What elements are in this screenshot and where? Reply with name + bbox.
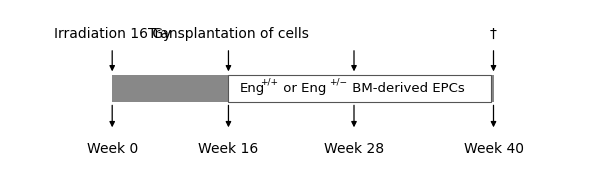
Bar: [112, 75, 493, 102]
Text: BM-derived EPCs: BM-derived EPCs: [348, 82, 465, 95]
Text: Week 40: Week 40: [464, 142, 523, 156]
Text: or Eng: or Eng: [278, 82, 326, 95]
Text: Week 0: Week 0: [86, 142, 138, 156]
Bar: [229, 75, 491, 102]
Text: Week 28: Week 28: [324, 142, 384, 156]
Text: Week 16: Week 16: [199, 142, 259, 156]
Text: †: †: [490, 27, 497, 41]
Text: +/−: +/−: [329, 78, 347, 87]
Text: Eng: Eng: [240, 82, 265, 95]
Text: +/+: +/+: [260, 78, 278, 87]
Text: Irradiation 16 Gy: Irradiation 16 Gy: [53, 27, 171, 41]
Text: Transplantation of cells: Transplantation of cells: [148, 27, 309, 41]
